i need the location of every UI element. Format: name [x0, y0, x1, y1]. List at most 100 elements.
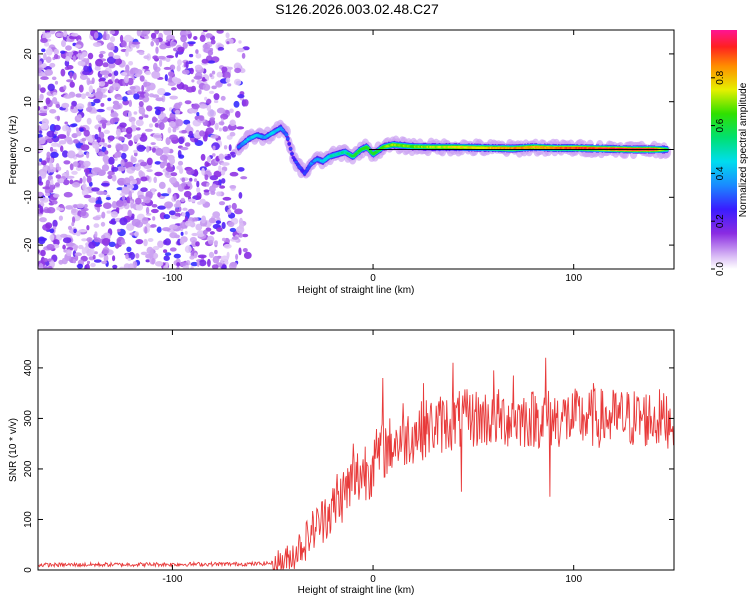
noise-blob — [106, 210, 112, 214]
noise-blob — [171, 87, 177, 91]
noise-blob — [178, 154, 185, 159]
noise-blob — [127, 257, 132, 262]
noise-blob — [177, 59, 182, 66]
noise-blob — [82, 70, 90, 76]
noise-blob — [181, 212, 186, 217]
noise-blob — [46, 207, 56, 214]
noise-blob — [99, 50, 106, 55]
noise-blob — [138, 51, 145, 56]
noise-blob — [128, 99, 132, 107]
noise-blob — [167, 71, 174, 77]
noise-blob — [116, 166, 126, 172]
noise-blob — [52, 193, 60, 198]
noise-blob — [38, 263, 44, 269]
noise-blob — [167, 187, 172, 194]
noise-blob — [39, 171, 47, 179]
noise-blob — [155, 147, 164, 156]
noise-blob — [73, 139, 79, 144]
noise-blob — [238, 233, 243, 238]
noise-blob — [92, 254, 96, 260]
noise-blob — [231, 236, 239, 240]
noise-blob — [163, 249, 168, 254]
noise-blob — [158, 122, 165, 130]
noise-blob — [67, 127, 72, 133]
noise-blob — [198, 259, 207, 267]
noise-blob — [79, 74, 88, 80]
noise-blob — [155, 97, 164, 102]
x-tick-label: 0 — [370, 574, 376, 585]
noise-blob — [151, 71, 161, 79]
noise-blob — [109, 85, 114, 93]
noise-blob — [70, 105, 74, 110]
noise-blob — [135, 197, 142, 205]
noise-blob — [91, 108, 98, 114]
noise-blob — [58, 215, 64, 221]
noise-blob — [111, 166, 119, 172]
noise-blob — [52, 226, 57, 230]
noise-blob — [83, 168, 90, 174]
noise-blob — [180, 34, 188, 43]
noise-blob — [143, 89, 148, 98]
noise-blob — [224, 155, 232, 160]
noise-blob — [220, 95, 226, 101]
noise-blob — [206, 103, 212, 112]
noise-blob — [62, 179, 70, 186]
noise-blob — [39, 217, 47, 223]
noise-blob — [195, 53, 202, 59]
noise-blob — [63, 85, 67, 90]
noise-blob — [59, 178, 65, 183]
noise-blob — [164, 74, 168, 82]
noise-blob — [174, 207, 180, 213]
noise-blob — [184, 142, 191, 147]
noise-blob — [46, 130, 56, 138]
noise-blob — [53, 53, 59, 60]
noise-blob — [169, 247, 177, 252]
noise-blob — [191, 79, 195, 83]
noise-blob — [194, 138, 199, 143]
noise-blob — [130, 69, 134, 75]
noise-blob — [121, 186, 128, 192]
noise-blob — [226, 41, 230, 45]
noise-blob — [201, 78, 207, 82]
noise-blob — [40, 38, 48, 43]
noise-blob — [156, 226, 162, 233]
noise-blob — [81, 188, 89, 197]
noise-blob — [211, 70, 216, 75]
noise-blob — [196, 230, 205, 238]
noise-blob — [210, 190, 216, 195]
noise-blob — [227, 221, 235, 227]
noise-blob — [61, 257, 68, 265]
noise-blob — [139, 134, 148, 142]
noise-blob — [104, 75, 109, 79]
noise-blob — [51, 142, 59, 147]
noise-blob — [100, 221, 106, 227]
noise-blob — [163, 255, 170, 261]
noise-blob — [130, 156, 137, 163]
noise-blob — [61, 39, 66, 48]
noise-blob — [143, 238, 148, 247]
noise-blob — [189, 67, 194, 75]
noise-blob — [136, 91, 146, 95]
noise-blob — [193, 178, 198, 182]
noise-blob — [151, 204, 158, 208]
noise-blob — [191, 232, 198, 237]
axis-ticks-bottom: -100 0 100 0 100 200 300 400 — [23, 330, 674, 585]
noise-blob — [82, 183, 87, 191]
noise-blob — [129, 86, 136, 90]
noise-blob — [143, 81, 151, 87]
noise-blob — [81, 238, 88, 242]
noise-blob — [225, 32, 230, 39]
noise-blob — [55, 103, 61, 109]
colorbar-tick-label: 0.4 — [715, 166, 726, 180]
noise-blob — [45, 47, 53, 56]
noise-blob — [218, 153, 225, 161]
noise-blob — [199, 34, 206, 43]
colorbar-label: Normalized spectral amplitude — [738, 82, 749, 217]
noise-blob — [133, 73, 141, 78]
noise-blob — [199, 130, 205, 137]
noise-blob — [60, 233, 68, 238]
noise-blob — [145, 223, 150, 227]
noise-blob — [159, 154, 168, 161]
noise-blob — [163, 30, 172, 36]
